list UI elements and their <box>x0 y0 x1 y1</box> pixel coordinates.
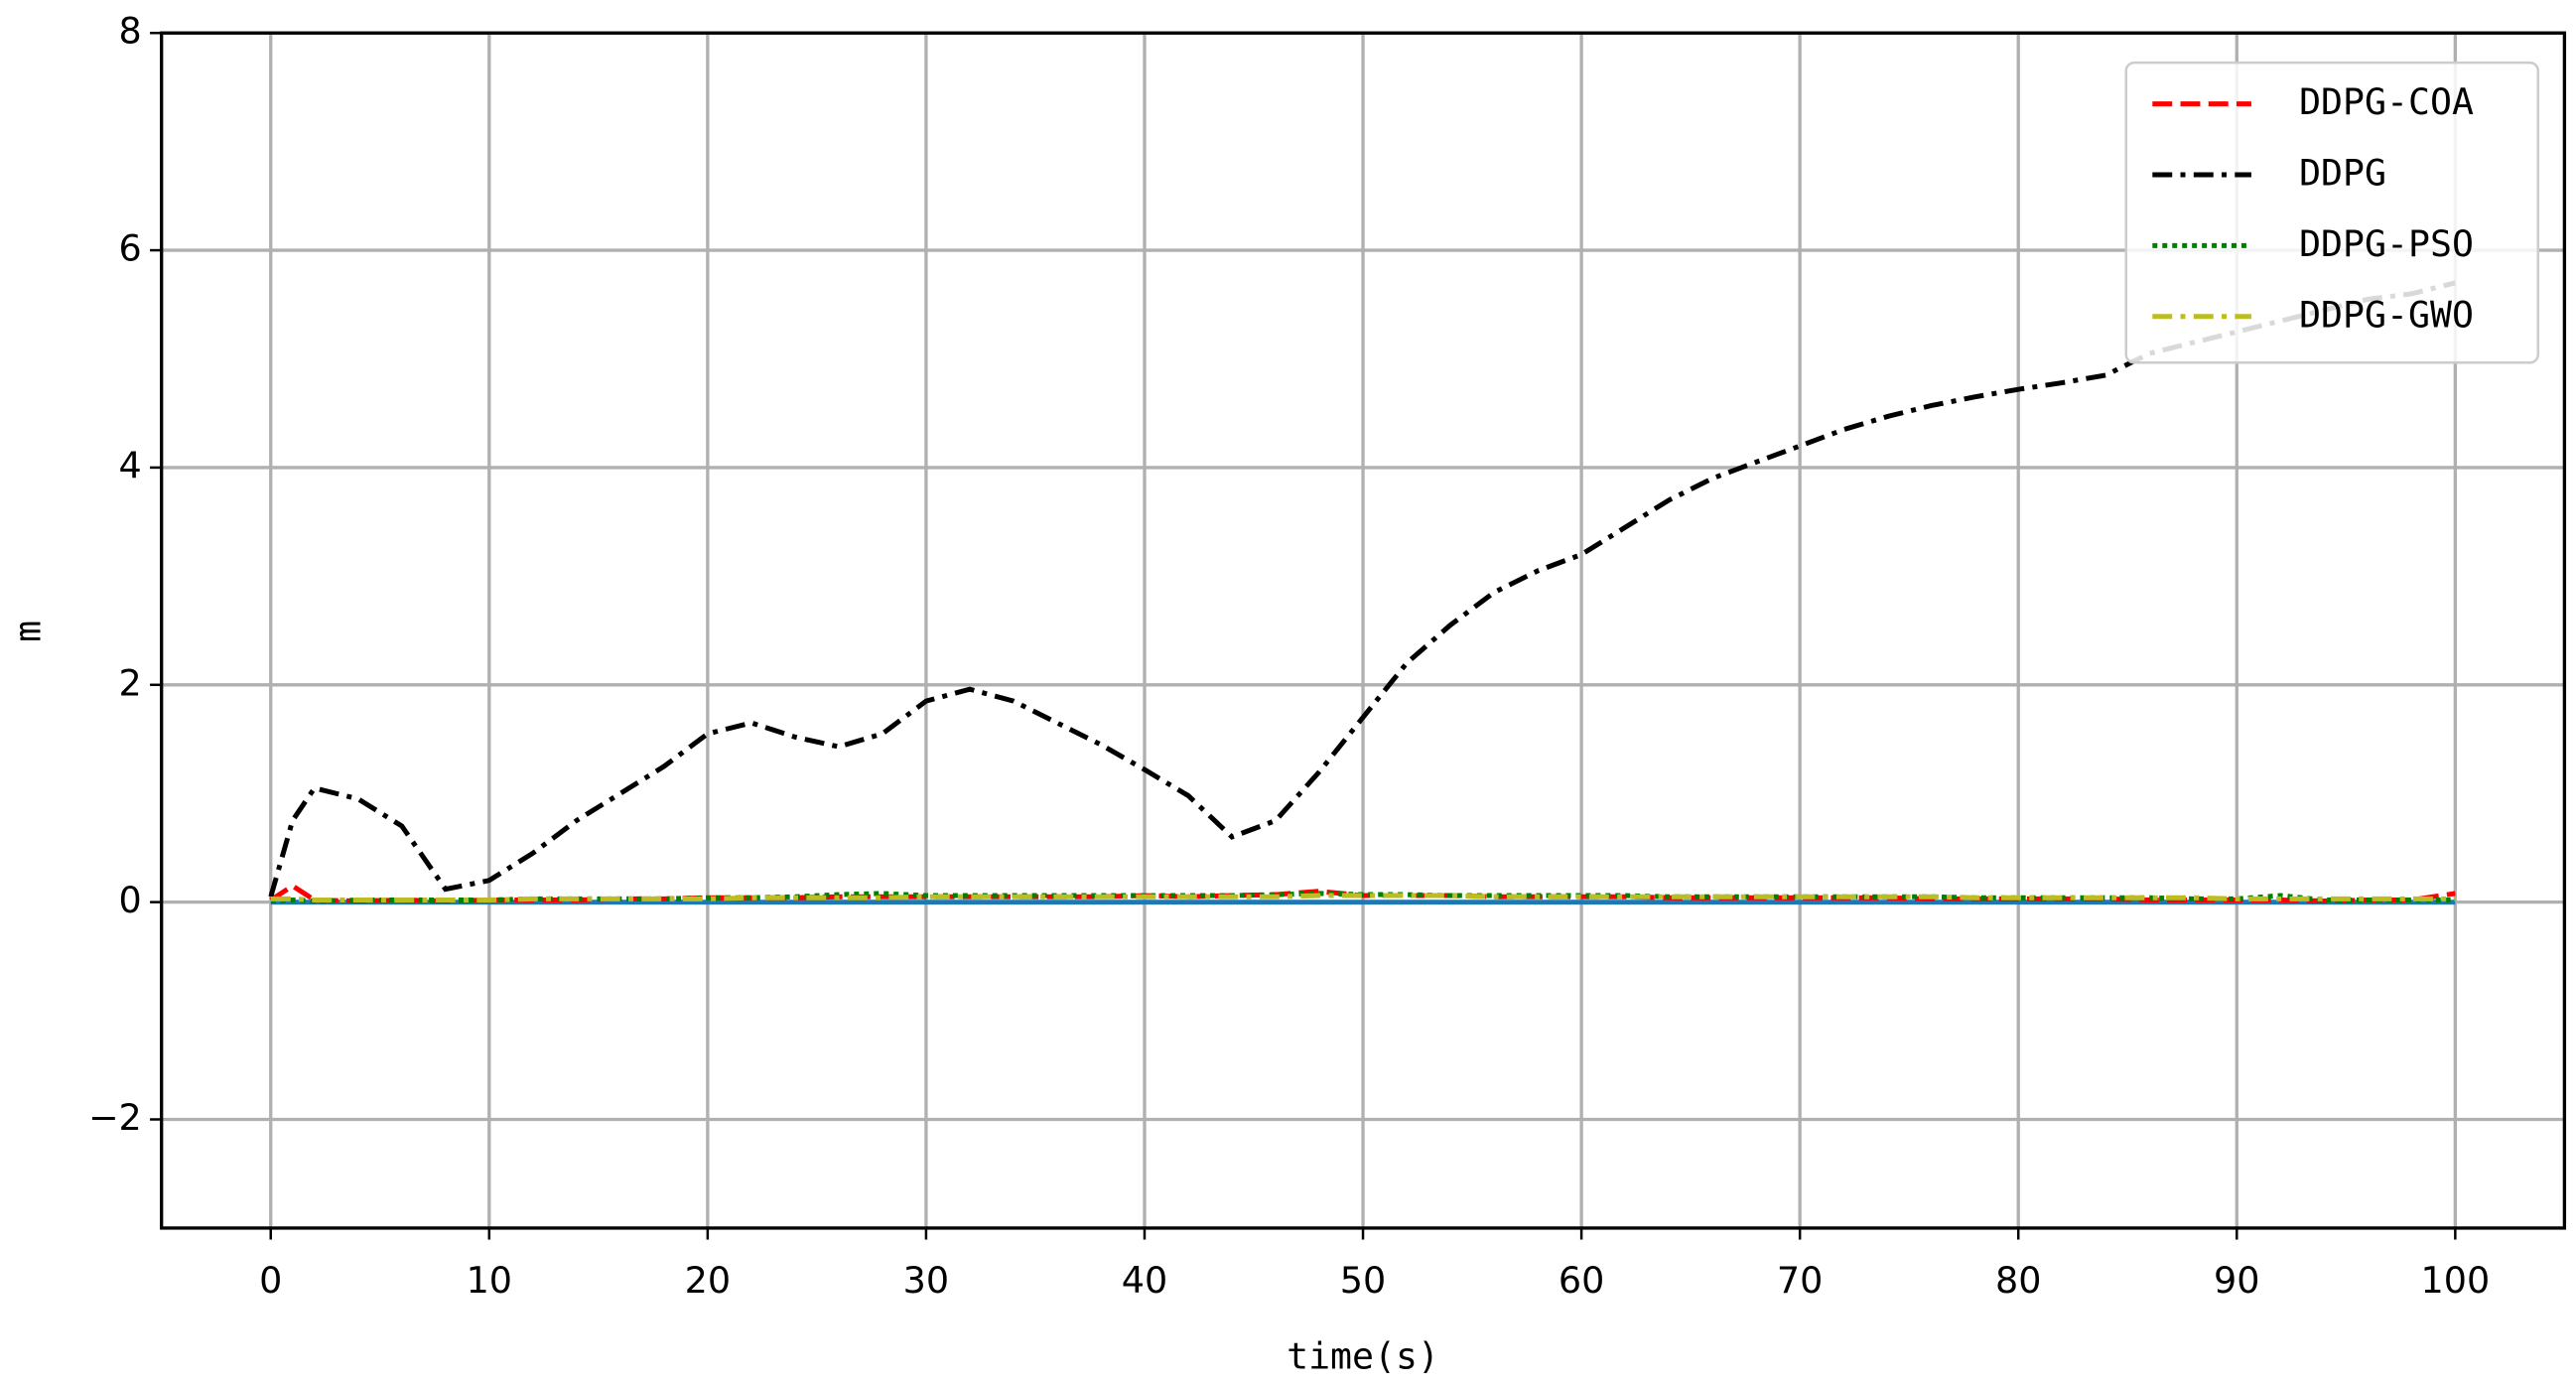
x-tick-label: 40 <box>1122 1259 1167 1302</box>
x-tick-label: 60 <box>1559 1259 1604 1302</box>
x-tick-label: 90 <box>2214 1259 2259 1302</box>
legend-label: DDPG-GWO <box>2299 293 2474 336</box>
x-tick-label: 10 <box>467 1259 512 1302</box>
data-line <box>268 280 2456 898</box>
x-tick-label: 20 <box>685 1259 731 1302</box>
x-axis-label: time(s) <box>1287 1335 1439 1378</box>
legend-label: DDPG-PSO <box>2299 222 2474 265</box>
y-tick-label: 8 <box>119 10 142 53</box>
y-tick-label: 4 <box>119 444 142 486</box>
legend-box <box>2124 61 2540 364</box>
y-tick-label: −2 <box>88 1096 142 1139</box>
y-tick-label: 0 <box>119 879 142 921</box>
x-tick-label: 100 <box>2420 1259 2490 1302</box>
y-tick-label: 6 <box>119 227 142 270</box>
legend: DDPG-COA DDPG DDPG-PSO DDPG-GWO <box>2124 61 2540 364</box>
legend-label: DDPG-COA <box>2299 80 2474 123</box>
x-tick-label: 50 <box>1340 1259 1386 1302</box>
x-tick-label: 30 <box>903 1259 949 1302</box>
data-line <box>270 893 2456 903</box>
y-tick-label: 2 <box>119 661 142 704</box>
y-axis-label: m <box>6 621 49 642</box>
legend-label: DDPG <box>2299 152 2386 195</box>
x-tick-label: 80 <box>1995 1259 2041 1302</box>
plot-frame <box>160 31 2567 1230</box>
x-tick-label: 70 <box>1777 1259 1823 1302</box>
x-tick-label: 0 <box>259 1259 282 1302</box>
